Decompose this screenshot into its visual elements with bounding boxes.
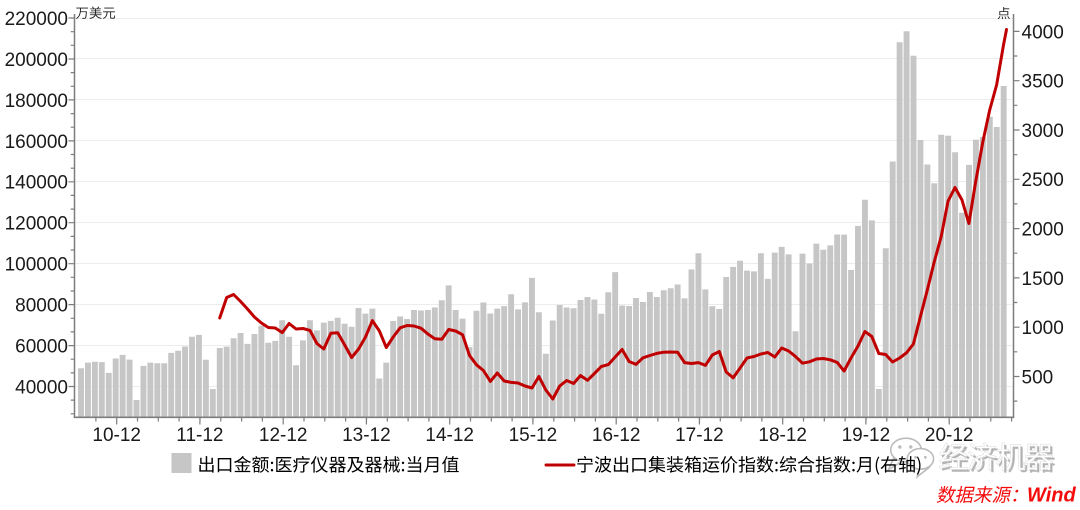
svg-text:120000: 120000 (5, 214, 68, 235)
svg-text:10-12: 10-12 (92, 425, 141, 446)
svg-text:1000: 1000 (1022, 318, 1064, 339)
svg-text:12-12: 12-12 (259, 425, 308, 446)
svg-text:4000: 4000 (1022, 22, 1064, 43)
svg-text:500: 500 (1022, 367, 1054, 388)
svg-text:2500: 2500 (1022, 170, 1064, 191)
svg-text:40000: 40000 (15, 377, 68, 398)
svg-text:11-12: 11-12 (176, 425, 223, 446)
svg-text:220000: 220000 (5, 9, 68, 30)
svg-text:20-12: 20-12 (925, 425, 974, 446)
svg-text:3500: 3500 (1022, 72, 1064, 93)
svg-text:14-12: 14-12 (425, 425, 474, 446)
svg-text:3000: 3000 (1022, 121, 1064, 142)
svg-text:16-12: 16-12 (592, 425, 641, 446)
svg-text:160000: 160000 (5, 132, 68, 153)
svg-text:60000: 60000 (15, 337, 68, 358)
svg-text:Wind: Wind (1027, 485, 1076, 506)
svg-text:18-12: 18-12 (758, 425, 807, 446)
svg-text:13-12: 13-12 (342, 425, 391, 446)
svg-text:1500: 1500 (1022, 269, 1064, 290)
svg-text:180000: 180000 (5, 91, 68, 112)
svg-text:80000: 80000 (15, 296, 68, 317)
svg-text:15-12: 15-12 (509, 425, 558, 446)
svg-text:100000: 100000 (5, 255, 68, 276)
svg-text:19-12: 19-12 (842, 425, 891, 446)
svg-text:2000: 2000 (1022, 220, 1064, 241)
svg-text:17-12: 17-12 (675, 425, 724, 446)
svg-text:200000: 200000 (5, 50, 68, 71)
svg-text:140000: 140000 (5, 173, 68, 194)
